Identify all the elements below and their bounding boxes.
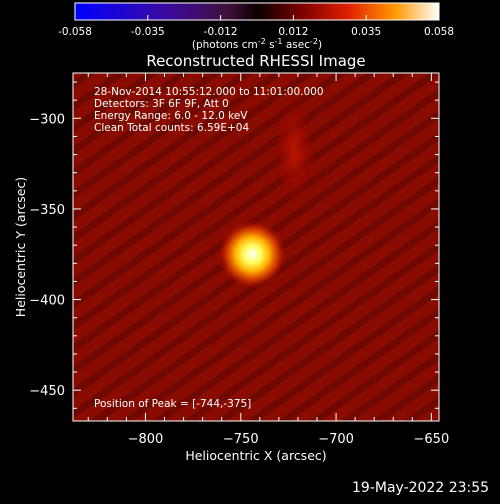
colorbar-tick-label: 0.012 (278, 26, 308, 38)
y-tick-label: −300 (29, 112, 65, 127)
x-axis: −800 −750 −700 −650 (87, 73, 450, 447)
x-axis-label: Heliocentric X (arcsec) (185, 448, 326, 463)
peak-source (217, 219, 287, 289)
annotation-line: Clean Total counts: 6.59E+04 (94, 122, 249, 134)
image-area (73, 73, 439, 421)
y-axis: −300 −350 −400 −450 (29, 81, 439, 409)
colorbar-tick-label: 0.035 (351, 26, 381, 38)
annotation-line: Detectors: 3F 6F 9F, Att 0 (94, 98, 229, 110)
colorbar-tick-label: 0.058 (424, 26, 454, 38)
timestamp: 19-May-2022 23:55 (352, 480, 490, 496)
y-axis-label: Heliocentric Y (arcsec) (13, 177, 28, 317)
colorbar-tick-label: -0.058 (58, 26, 92, 38)
annotation-line: Energy Range: 6.0 - 12.0 keV (94, 110, 248, 122)
y-tick-label: −350 (29, 203, 65, 218)
plot-frame (72, 72, 440, 422)
annotation-block: 28-Nov-2014 10:55:12.000 to 11:01:00.000… (94, 86, 324, 134)
colorbar-unit-label: (photons cm-2 s-1 asec-2) (192, 37, 322, 51)
colorbar-tick-label: -0.035 (131, 26, 165, 38)
colorbar-ticks: -0.058 -0.035 -0.012 0.012 0.035 0.058 (58, 15, 454, 38)
colorbar (74, 2, 440, 21)
x-tick-label: −700 (318, 432, 354, 447)
chart-title: Reconstructed RHESSI Image (146, 52, 365, 70)
y-tick-label: −450 (29, 384, 65, 399)
x-tick-label: −750 (223, 432, 259, 447)
peak-position-label: Position of Peak = [-744,-375] (94, 398, 251, 410)
annotation-line: 28-Nov-2014 10:55:12.000 to 11:01:00.000 (94, 86, 324, 98)
colorbar-tick-label: -0.012 (204, 26, 238, 38)
x-tick-label: −650 (414, 432, 450, 447)
x-tick-label: −800 (128, 432, 164, 447)
secondary-source (273, 93, 316, 209)
y-tick-label: −400 (29, 294, 65, 309)
